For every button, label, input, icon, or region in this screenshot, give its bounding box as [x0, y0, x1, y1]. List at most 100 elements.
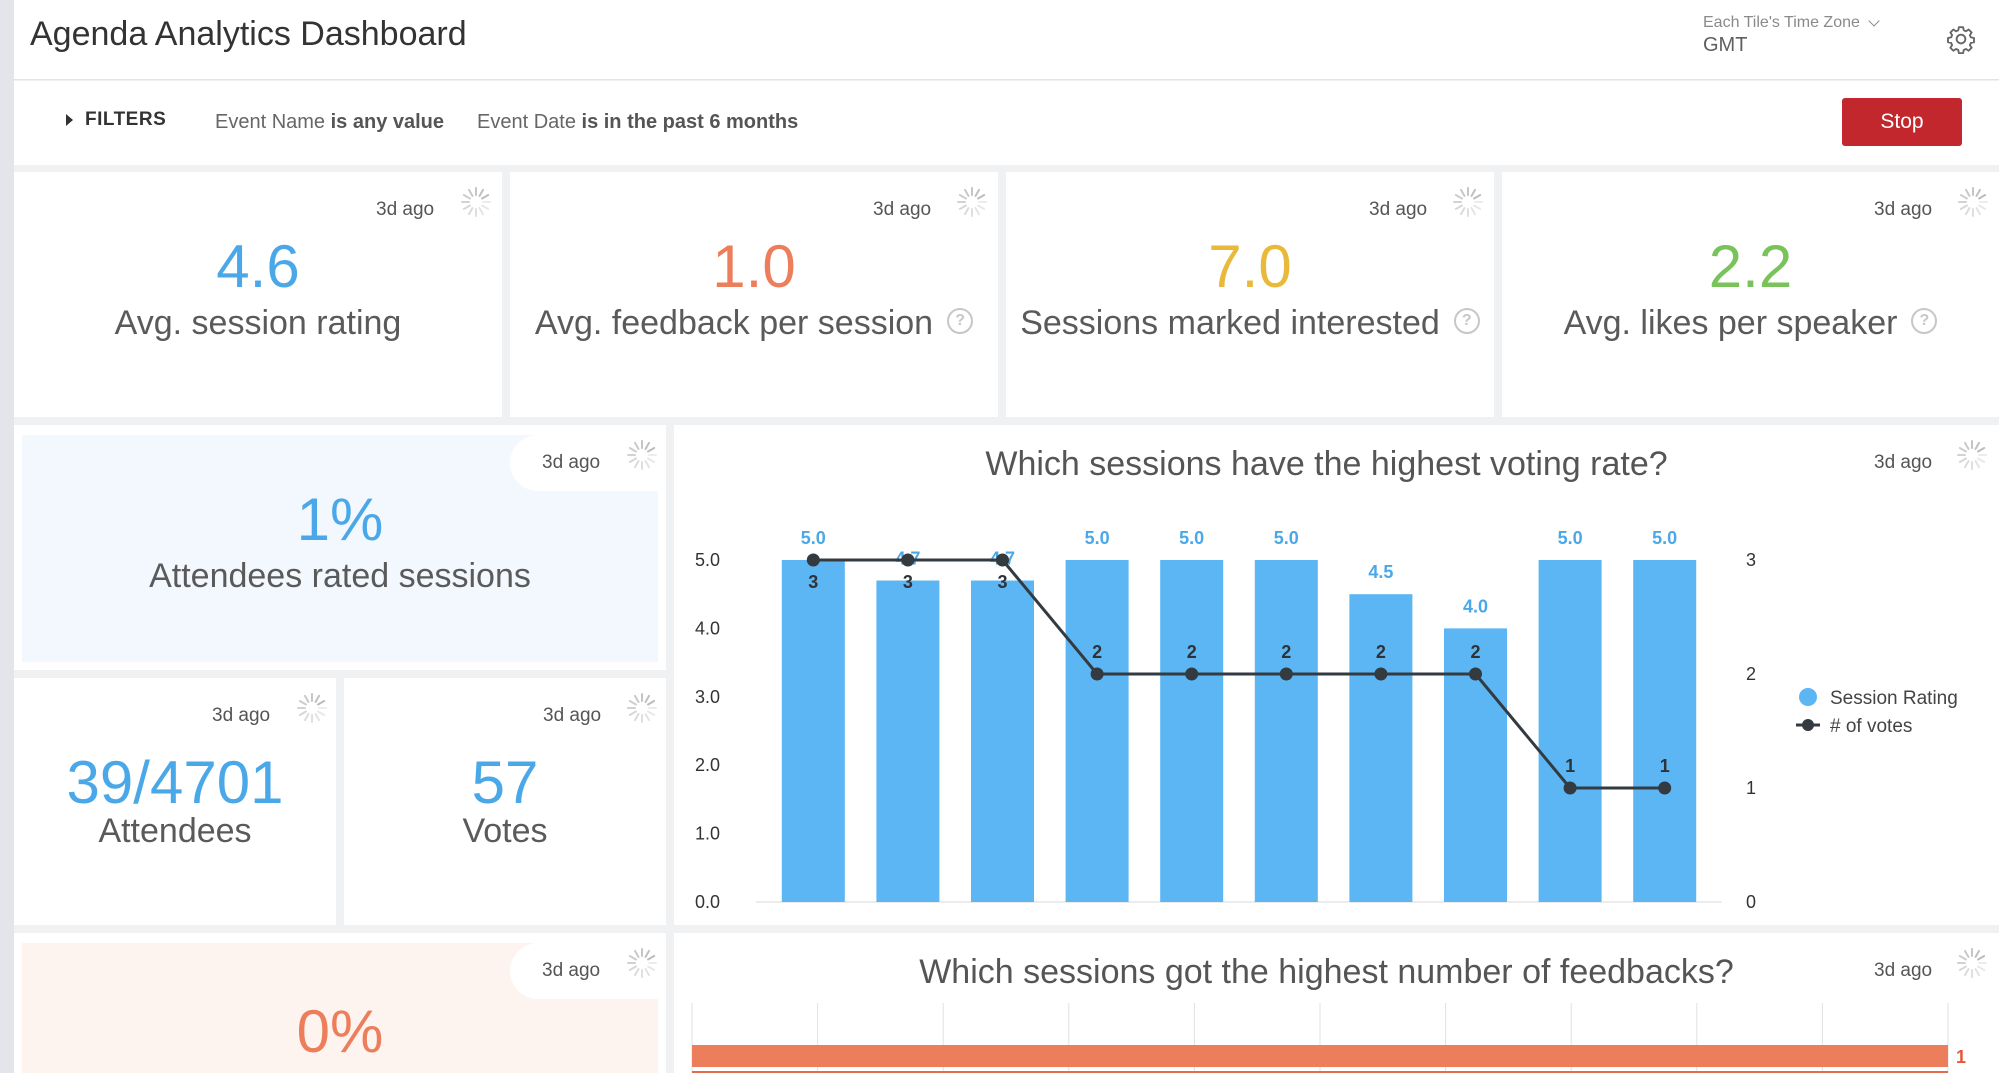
loading-spinner-icon: [627, 440, 657, 470]
kpi-tile-likes-per-speaker: 3d ago 2.2 Avg. likes per speaker?: [1502, 172, 1999, 417]
kpi-label: Attendees rated sessions: [149, 557, 531, 595]
loading-spinner-icon: [957, 187, 987, 217]
legend-rating-swatch: [1799, 688, 1817, 706]
bar-value-label: 5.0: [1179, 528, 1204, 548]
bar-value-label: 5.0: [1558, 528, 1583, 548]
kpi-label: Votes: [462, 812, 548, 850]
votes-point: [1658, 781, 1672, 795]
bar: [692, 1045, 1948, 1067]
bar: [1065, 560, 1129, 902]
filters-label: FILTERS: [85, 109, 167, 130]
loading-spinner-icon: [461, 187, 491, 217]
votes-value-label: 3: [903, 572, 913, 592]
stop-button[interactable]: Stop: [1842, 98, 1962, 146]
kpi-label: Attendees: [98, 812, 252, 850]
bar-value-label: 5.0: [1085, 528, 1110, 548]
kpi-value: 39/4701: [66, 749, 284, 816]
kpi-label: Avg. feedback per session?: [510, 304, 998, 343]
kpi-tile-feedback-per-session: 3d ago 1.0 Avg. feedback per session?: [510, 172, 998, 417]
last-updated: 3d ago: [212, 705, 271, 726]
votes-point: [1185, 667, 1199, 681]
help-icon[interactable]: ?: [1911, 308, 1938, 335]
y-tick-left: 2.0: [695, 755, 720, 775]
y-tick-right: 1: [1746, 778, 1756, 798]
kpi-value: 57: [471, 749, 539, 816]
last-updated: 3d ago: [1874, 452, 1933, 473]
loading-spinner-icon: [1957, 440, 1987, 470]
bar-value-label: 4.5: [1368, 562, 1393, 582]
timezone-value: GMT: [1703, 34, 1748, 56]
bar: [781, 560, 845, 902]
last-updated: 3d ago: [1874, 960, 1933, 981]
timezone-label: Each Tile's Time Zone: [1703, 14, 1860, 31]
tile-votes: 3d ago 57 Votes: [344, 678, 666, 925]
kpi-label: Sessions marked interested?: [1006, 304, 1494, 343]
votes-value-label: 3: [808, 572, 818, 592]
y-tick-right: 0: [1746, 892, 1756, 912]
votes-point: [1563, 781, 1577, 795]
votes-value-label: 2: [1470, 642, 1480, 662]
bar-value-label: 5.0: [1274, 528, 1299, 548]
loading-spinner-icon: [1957, 948, 1987, 978]
tile-feedback-chart: Which sessions got the highest number of…: [674, 933, 1999, 1073]
tile-attendees: 3d ago 39/4701 Attendees: [14, 678, 336, 925]
bar: [1160, 560, 1224, 902]
last-updated: 3d ago: [543, 705, 602, 726]
bar: [971, 580, 1034, 902]
loading-spinner-icon: [297, 693, 327, 723]
tile-attendees-rated: 3d ago 1% Attendees rated sessions: [14, 425, 666, 670]
left-rail: [0, 0, 14, 1073]
votes-point: [1090, 667, 1104, 681]
y-tick-right: 2: [1746, 664, 1756, 684]
timezone-selector[interactable]: Each Tile's Time Zone GMT: [1703, 14, 1880, 57]
bar-value-label: 5.0: [1652, 528, 1677, 548]
bar: [1633, 560, 1697, 902]
y-tick-left: 0.0: [695, 892, 720, 912]
votes-value-label: 1: [1565, 756, 1575, 776]
last-updated: 3d ago: [873, 199, 932, 220]
loading-spinner-icon: [627, 948, 657, 978]
filter-event-name[interactable]: Event Name is any value: [215, 111, 445, 133]
legend-rating-label: Session Rating: [1830, 688, 1958, 709]
kpi-label: Avg. likes per speaker?: [1502, 304, 1999, 343]
kpi-value: 4.6: [216, 233, 300, 300]
votes-point: [806, 553, 820, 567]
chart-title: Which sessions have the highest voting r…: [985, 445, 1668, 483]
filters-toggle[interactable]: FILTERS: [66, 109, 166, 131]
last-updated: 3d ago: [1874, 199, 1933, 220]
dashboard-header: Agenda Analytics Dashboard Each Tile's T…: [14, 0, 1999, 80]
filter-event-date[interactable]: Event Date is in the past 6 months: [477, 111, 799, 133]
votes-value-label: 2: [1092, 642, 1102, 662]
kpi-tile-session-rating: 3d ago 4.6 Avg. session rating: [14, 172, 502, 417]
votes-value-label: 2: [1376, 642, 1386, 662]
kpi-value: 1%: [296, 486, 384, 553]
bar-value-label: 1: [1956, 1047, 1966, 1067]
chart-legend: Session Rating # of votes: [1796, 688, 1958, 737]
kpi-value: 7.0: [1208, 233, 1292, 300]
votes-point: [1279, 667, 1293, 681]
bar: [1538, 560, 1602, 902]
last-updated: 3d ago: [1369, 199, 1428, 220]
kpi-value: 2.2: [1708, 233, 1793, 300]
legend-votes-label: # of votes: [1830, 716, 1912, 737]
filters-bar: FILTERS Event Name is any value Event Da…: [14, 81, 1999, 165]
loading-spinner-icon: [1958, 187, 1988, 217]
help-icon[interactable]: ?: [1453, 308, 1480, 335]
votes-point: [996, 553, 1009, 567]
tile-voting-chart: Which sessions have the highest voting r…: [674, 425, 1999, 925]
kpi-value: 0%: [296, 998, 384, 1065]
page-title: Agenda Analytics Dashboard: [30, 15, 467, 53]
votes-value-label: 3: [997, 572, 1007, 592]
help-icon[interactable]: ?: [947, 308, 974, 335]
bar-value-label: 5.0: [801, 528, 826, 548]
chevron-down-icon: [1868, 15, 1880, 27]
kpi-value: 1.0: [712, 233, 796, 300]
y-tick-left: 3.0: [695, 687, 720, 707]
votes-line: [813, 558, 1665, 790]
kpi-tile-sessions-interested: 3d ago 7.0 Sessions marked interested?: [1006, 172, 1494, 417]
loading-spinner-icon: [627, 693, 657, 723]
votes-value-label: 2: [1281, 642, 1291, 662]
gear-icon[interactable]: [1946, 24, 1976, 54]
legend-votes-swatch: [1802, 719, 1814, 731]
votes-value-label: 1: [1660, 756, 1670, 776]
